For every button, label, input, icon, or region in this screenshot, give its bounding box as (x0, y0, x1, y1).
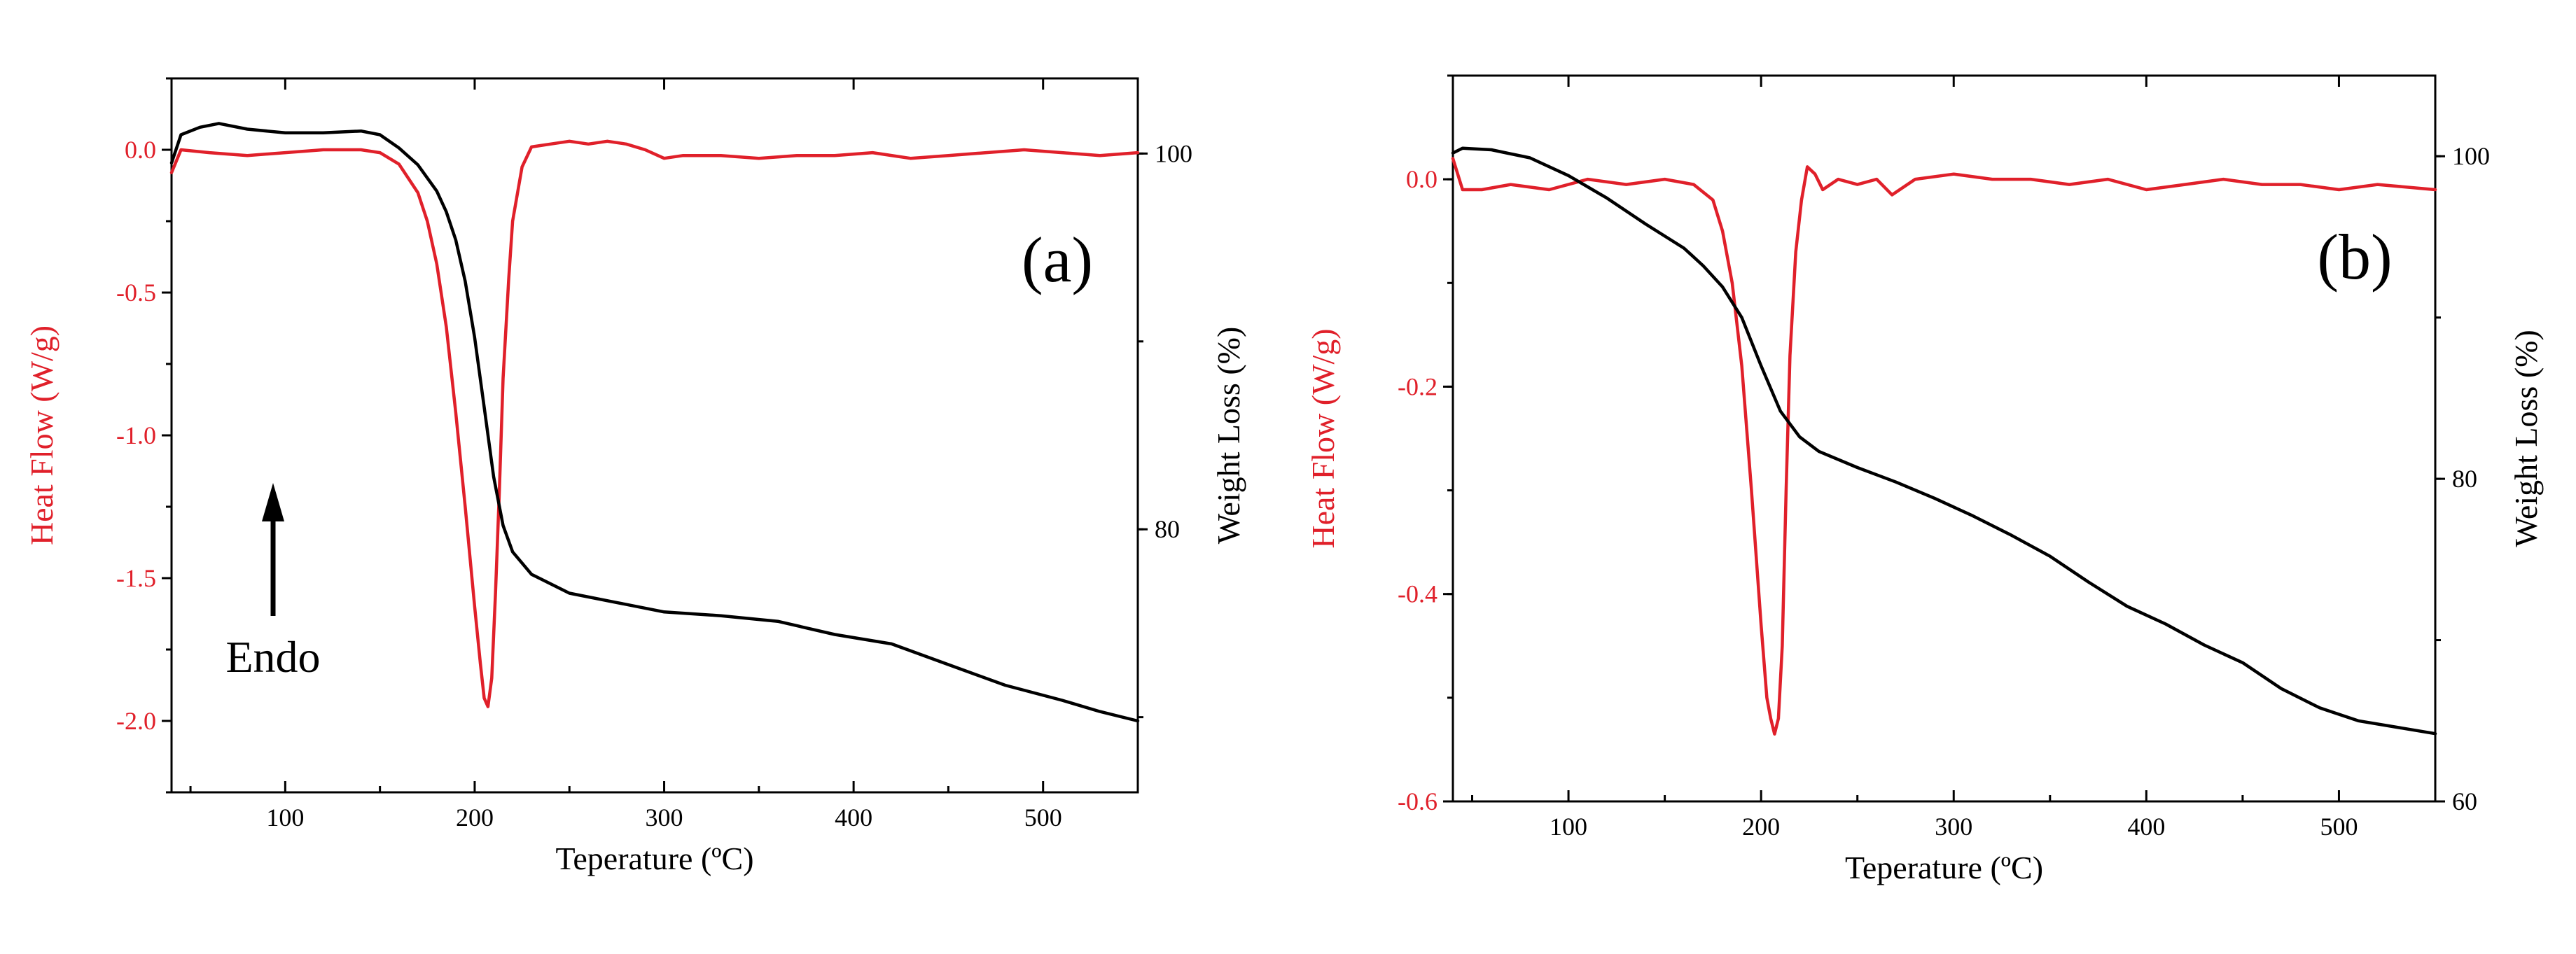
heat-flow-line (169, 139, 1140, 708)
chart-panel-a: 100 200 300 400 500 0.0 -0.5 -1.0 -1.5 -2.0 100 80 T… (24, 77, 1246, 876)
weight-loss-line (169, 122, 1140, 723)
y-left-tick-label: -0.6 (1398, 787, 1437, 815)
y-right-tick-label: 80 (2452, 465, 2477, 493)
panel-label: (b) (2317, 221, 2392, 293)
y-left-tick-label: -0.5 (116, 279, 156, 307)
x-tick-label: 300 (1935, 813, 1972, 841)
x-tick-label: 500 (1024, 804, 1062, 832)
y-left-axis-label: Heat Flow (W/g) (1305, 328, 1341, 548)
x-tick-label: 400 (2127, 813, 2165, 841)
y-right-axis-label: Weight Loss (%) (2508, 330, 2544, 547)
y-left-tick-label: -2.0 (116, 707, 156, 735)
y-left-tick-label: -1.0 (116, 421, 156, 449)
y-right-tick-label: 100 (1155, 139, 1192, 167)
chart-panel-b: 100 200 300 400 500 0.0 -0.2 -0.4 -0.6 100 80 60 Tep… (1305, 74, 2544, 885)
y-right-tick-label: 100 (2452, 142, 2490, 170)
y-left-axis-label: Heat Flow (W/g) (24, 325, 60, 545)
heat-flow-line (1451, 157, 2437, 736)
plot-frame (170, 77, 1139, 794)
plot-frame (1451, 74, 2437, 803)
endo-label: Endo (225, 632, 320, 682)
x-tick-label: 400 (835, 804, 872, 832)
y-left-tick-label: -0.4 (1398, 580, 1437, 608)
x-axis-label: Teperature (ºC) (555, 841, 753, 876)
y-right-tick-label: 60 (2452, 787, 2477, 815)
endo-arrow-head (262, 483, 284, 521)
y-left-tick-label: 0.0 (125, 136, 156, 164)
panel-label: (a) (1022, 224, 1093, 295)
y-left-tick-label: 0.0 (1406, 165, 1437, 193)
x-axis-label: Teperature (ºC) (1845, 850, 2043, 885)
y-left-tick-label: -0.2 (1398, 372, 1437, 400)
weight-loss-line (1451, 146, 2437, 736)
x-tick-label: 200 (1742, 813, 1780, 841)
x-tick-label: 300 (646, 804, 683, 832)
x-tick-label: 200 (456, 804, 494, 832)
x-tick-label: 100 (266, 804, 304, 832)
y-left-tick-label: -1.5 (116, 564, 156, 592)
y-right-tick-label: 80 (1155, 515, 1180, 543)
x-tick-label: 500 (2320, 813, 2358, 841)
y-right-axis-label: Weight Loss (%) (1211, 327, 1246, 545)
x-tick-label: 100 (1550, 813, 1587, 841)
